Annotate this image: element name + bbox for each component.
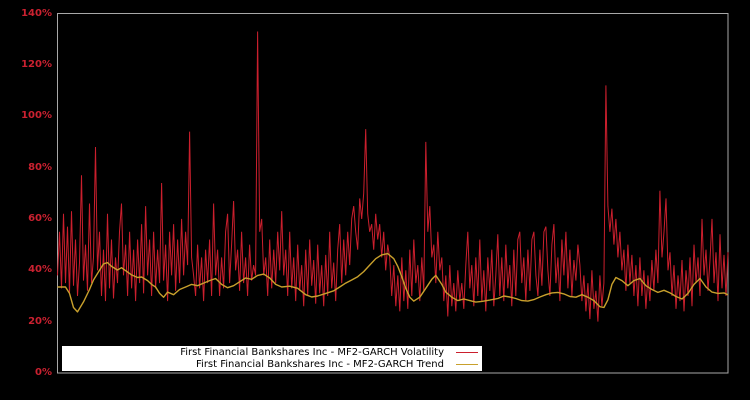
y-tick-label-0: 0%: [35, 367, 52, 378]
y-tick-label-80: 80%: [28, 161, 52, 173]
y-tick-label-60: 60%: [28, 212, 52, 224]
legend-label-trend: First Financial Bankshares Inc - MF2-GAR…: [196, 358, 444, 370]
y-tick-label-140: 140%: [21, 7, 52, 19]
legend-line-sample-volatility: [456, 352, 478, 353]
legend-item-volatility: First Financial Bankshares Inc - MF2-GAR…: [66, 347, 478, 359]
volatility-line: [57, 31, 729, 322]
legend: First Financial Bankshares Inc - MF2-GAR…: [62, 346, 482, 371]
y-tick-label-20: 20%: [28, 315, 52, 327]
y-tick-label-100: 100%: [21, 110, 52, 122]
plot-border: [57, 13, 729, 374]
legend-item-trend: First Financial Bankshares Inc - MF2-GAR…: [66, 359, 478, 371]
y-tick-label-40: 40%: [28, 264, 52, 276]
legend-line-sample-trend: [456, 364, 478, 365]
trend-line: [57, 252, 729, 313]
legend-label-volatility: First Financial Bankshares Inc - MF2-GAR…: [180, 346, 444, 358]
y-tick-label-120: 120%: [21, 58, 52, 70]
